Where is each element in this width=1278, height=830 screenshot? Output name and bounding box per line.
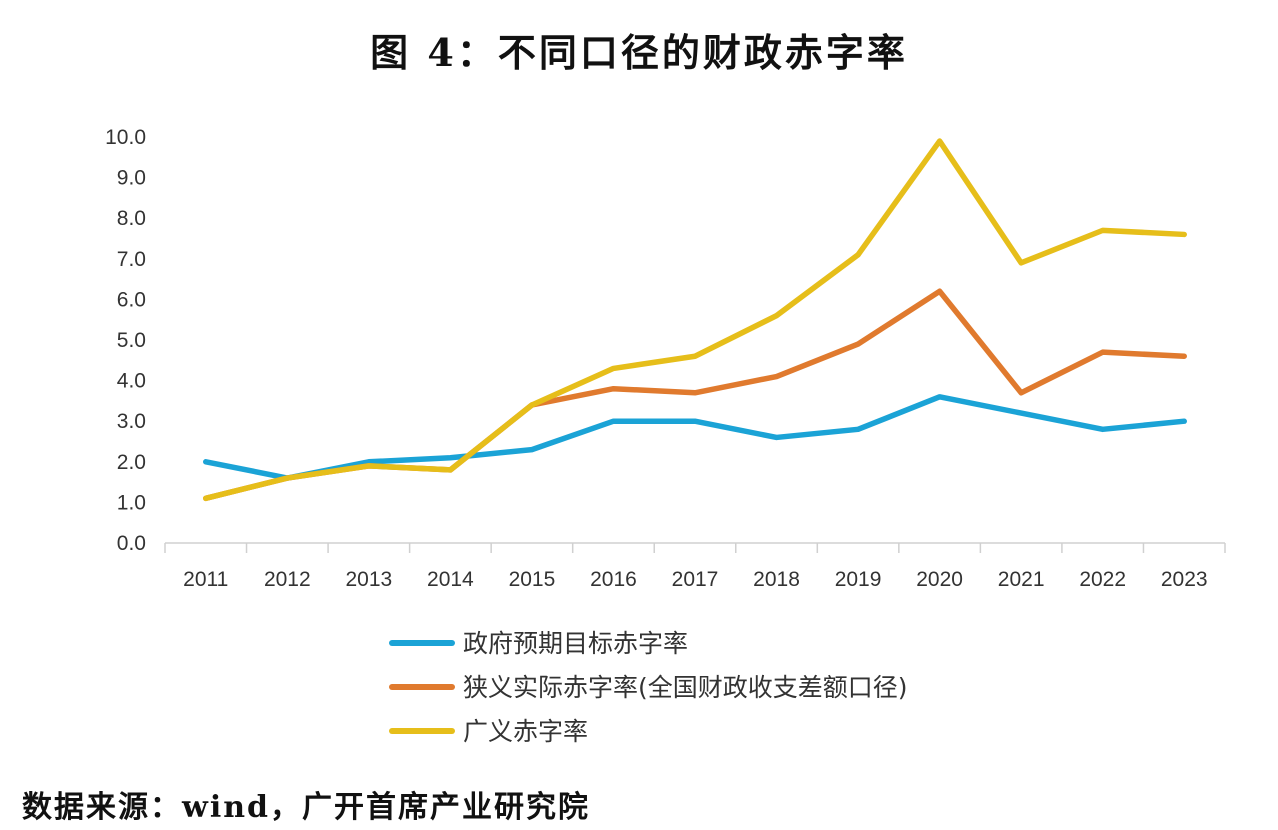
y-tick-label: 4.0 [117, 370, 146, 393]
chart-title: 图 4：不同口径的财政赤字率 [370, 30, 908, 75]
x-tick-label: 2013 [345, 568, 392, 591]
x-tick-label: 2019 [835, 568, 882, 591]
y-tick-label: 2.0 [117, 451, 146, 474]
y-tick-label: 3.0 [117, 410, 146, 433]
y-tick-label: 5.0 [117, 329, 146, 352]
y-tick-label: 10.0 [105, 126, 146, 149]
legend-label-0: 政府预期目标赤字率 [463, 629, 688, 658]
x-tick-label: 2011 [183, 568, 228, 591]
x-tick-label: 2021 [998, 568, 1045, 591]
x-tick-label: 2017 [672, 568, 719, 591]
y-tick-label: 6.0 [117, 288, 146, 311]
x-tick-label: 2012 [264, 568, 311, 591]
y-tick-label: 1.0 [117, 491, 146, 514]
legend-label-2: 广义赤字率 [463, 717, 588, 746]
series-line-2 [203, 138, 1187, 502]
x-tick-label: 2018 [753, 568, 800, 591]
x-tick-label: 2023 [1161, 568, 1208, 591]
x-tick-label: 2022 [1079, 568, 1126, 591]
y-tick-label: 9.0 [117, 167, 146, 190]
y-axis: 0.0 1.0 2.0 3.0 4.0 5.0 6.0 7.0 8.0 9.0 10.0 [105, 126, 146, 555]
legend-label-1: 狭义实际赤字率(全国财政收支差额口径) [463, 673, 908, 702]
data-source: 数据来源：wind，广开首席产业研究院 [22, 790, 591, 825]
series-layer [203, 138, 1187, 502]
x-tick-label: 2016 [590, 568, 637, 591]
y-tick-label: 0.0 [117, 532, 146, 555]
y-tick-label: 7.0 [117, 248, 146, 271]
y-tick-label: 8.0 [117, 207, 146, 230]
x-tick-label: 2015 [509, 568, 556, 591]
x-tick-label: 2020 [916, 568, 963, 591]
x-axis: 2011 2012 2013 2014 2015 2016 2017 2018 2019 2020… [164, 542, 1226, 591]
x-tick-label: 2014 [427, 568, 474, 591]
